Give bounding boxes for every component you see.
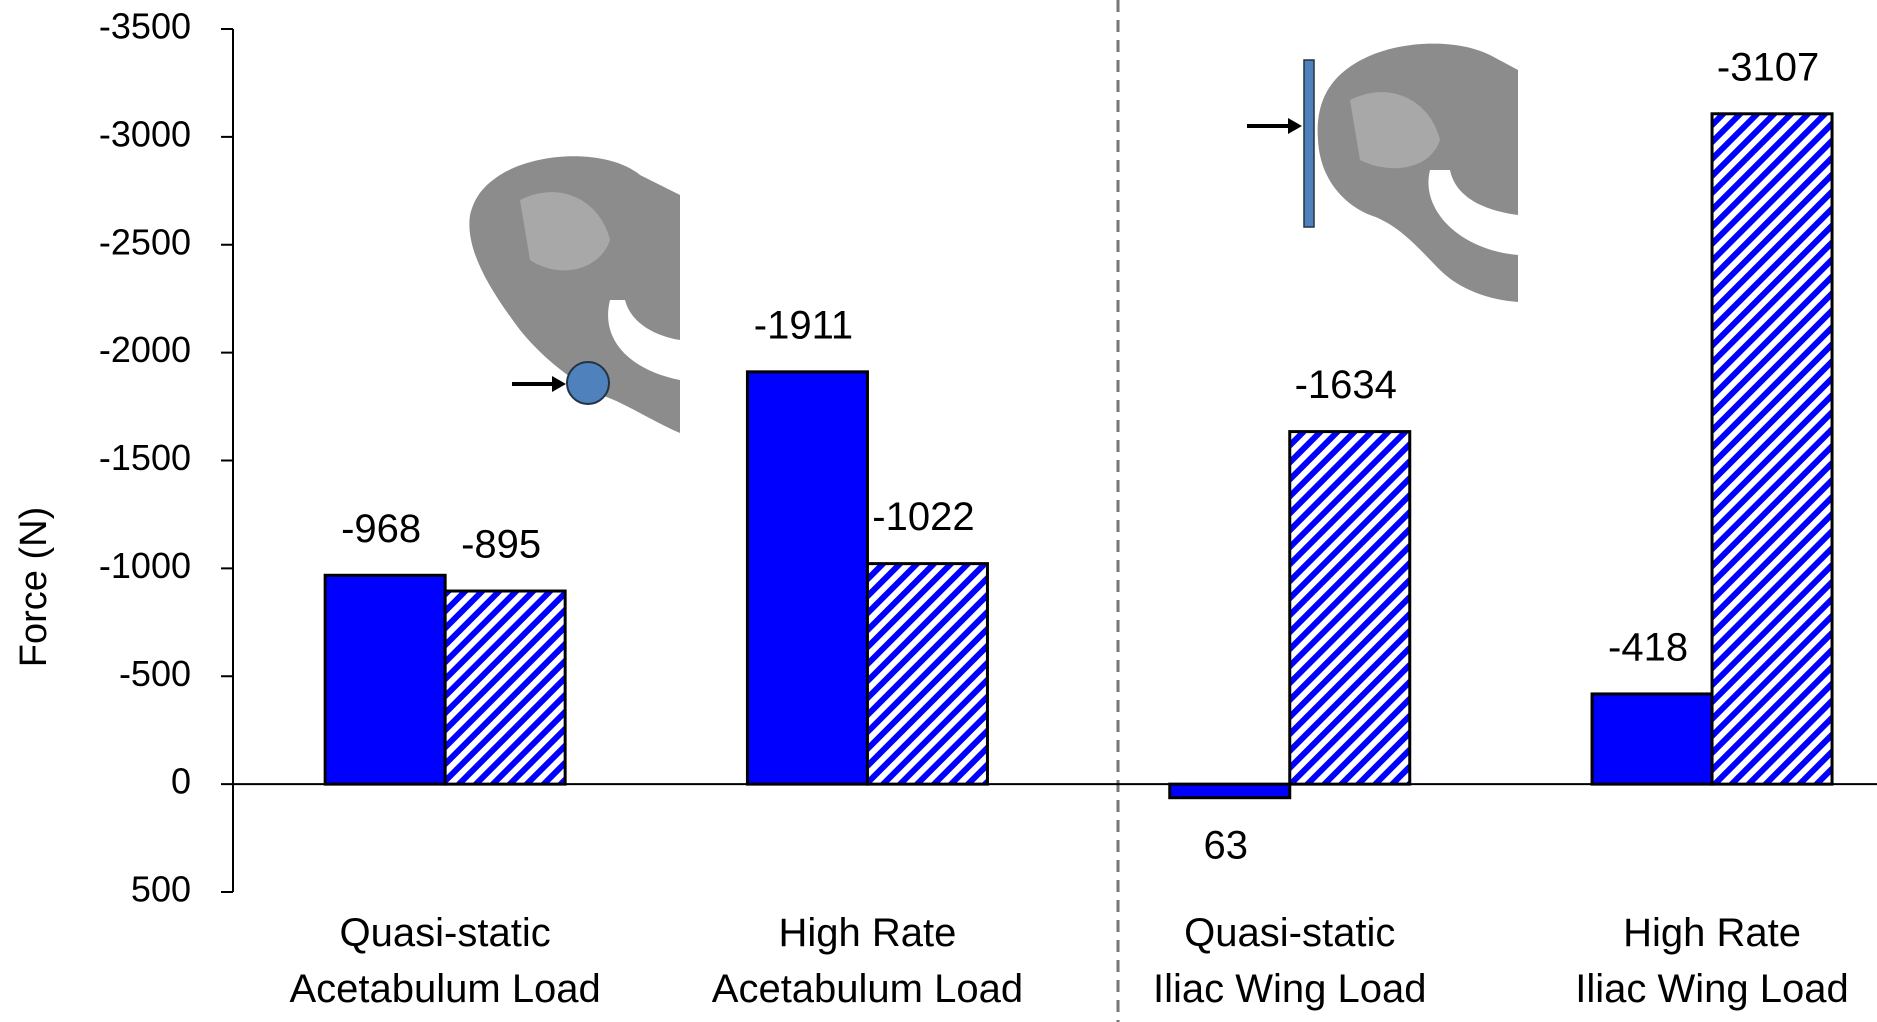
- bar: [323, 573, 447, 786]
- y-axis-label: Force (N): [13, 507, 55, 667]
- x-tick-label: Quasi-static Iliac Wing Load: [1153, 911, 1427, 1011]
- value-label: -1022: [872, 495, 974, 539]
- bar: [865, 562, 989, 786]
- bar: [1168, 782, 1292, 800]
- bar: [1288, 430, 1412, 786]
- y-tick-label: -3500: [99, 6, 191, 47]
- value-label: 63: [1204, 823, 1249, 867]
- bar: [1710, 112, 1834, 786]
- y-tick-label: -3000: [99, 113, 191, 154]
- pelvis-acetabulum: [469, 156, 680, 433]
- pelvis-iliac-wing: [1247, 43, 1518, 303]
- bar: [443, 589, 567, 786]
- y-tick-label: -1000: [99, 545, 191, 586]
- value-label: -968: [341, 507, 421, 551]
- y-tick-label: 0: [171, 761, 191, 802]
- y-tick-label: 500: [131, 869, 191, 910]
- value-label: -1911: [754, 303, 853, 347]
- bar: [745, 370, 869, 786]
- x-tick-label: Quasi-static Acetabulum Load: [289, 911, 601, 1011]
- bar: [1590, 692, 1714, 786]
- value-label: -3107: [1717, 45, 1819, 89]
- y-tick-label: -500: [119, 653, 191, 694]
- y-tick-label: -2000: [99, 329, 191, 370]
- x-tick-label: High Rate Acetabulum Load: [711, 911, 1024, 1011]
- y-tick-label: -1500: [99, 437, 191, 478]
- x-tick-label: High Rate Iliac Wing Load: [1575, 911, 1849, 1011]
- value-label: -418: [1608, 626, 1688, 670]
- y-tick-label: -2500: [99, 221, 191, 262]
- value-label: -895: [461, 523, 541, 567]
- value-label: -1634: [1295, 363, 1397, 407]
